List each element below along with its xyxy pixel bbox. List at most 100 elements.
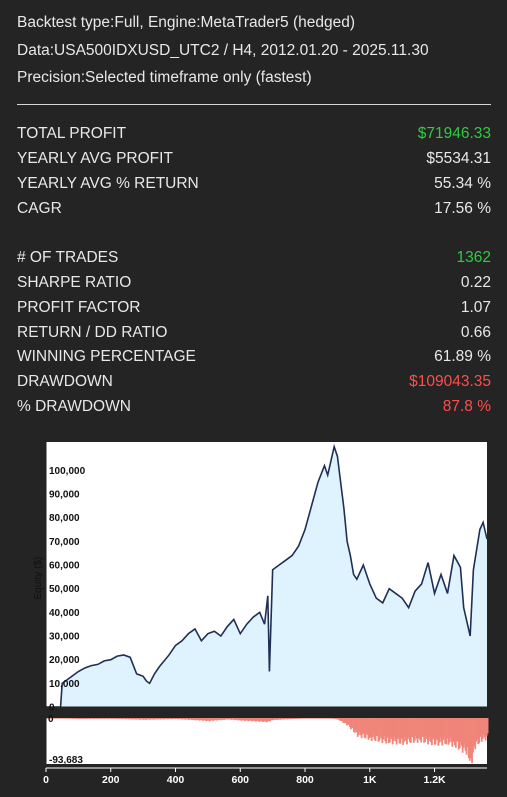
drawdown-bar (328, 718, 331, 719)
drawdown-bar (434, 718, 437, 745)
drawdown-bar (368, 718, 371, 739)
stat-value: $5534.31 (426, 150, 491, 167)
drawdown-bar (310, 718, 313, 719)
equity-drawdown-chart: 0 10,000 20,000 30,000 40,000 50,000 60,000 70,… (33, 442, 489, 786)
drawdown-bar (445, 718, 448, 745)
drawdown-bar (181, 718, 184, 720)
equity-line (46, 443, 488, 708)
drawdown-bar (235, 718, 237, 720)
drawdown-bar (173, 718, 176, 719)
drawdown-bar (256, 718, 259, 721)
drawdown-bar (207, 718, 210, 721)
drawdown-bar (266, 718, 268, 722)
stat-label: WINNING PERCENTAGE (17, 348, 196, 365)
drawdown-bar (292, 718, 294, 719)
drawdown-bar (319, 718, 322, 719)
drawdown-bar (212, 718, 215, 721)
backtest-type-line: Backtest type:Full, Engine:MetaTrader5 (… (17, 14, 356, 31)
drawdown-bar (471, 718, 473, 764)
drawdown-bar (362, 718, 365, 733)
drawdown-bar (93, 718, 96, 719)
drawdown-bar (196, 718, 199, 720)
drawdown-bar (346, 718, 348, 726)
drawdown-bar (324, 718, 327, 719)
drawdown-bar (418, 718, 421, 736)
drawdown-bar (424, 718, 426, 742)
drawdown-bar (454, 718, 457, 748)
drawdown-bar (327, 718, 330, 719)
drawdown-bar (430, 718, 432, 742)
drawdown-bar (475, 718, 478, 742)
drawdown-bar (215, 718, 218, 721)
drawdown-bar (94, 718, 97, 719)
drawdown-bar (376, 718, 379, 737)
drawdown-bar (409, 718, 412, 744)
drawdown-bar (229, 718, 232, 720)
drawdown-bar (91, 718, 93, 719)
header-divider (17, 104, 491, 105)
drawdown-bar (198, 718, 201, 721)
stat-label: DRAWDOWN (17, 373, 113, 390)
drawdown-bar (452, 718, 455, 742)
drawdown-bar (231, 718, 234, 720)
drawdown-bar (273, 718, 276, 720)
drawdown-bar (438, 718, 441, 743)
drawdown-bar (84, 718, 87, 719)
drawdown-bar (272, 718, 275, 721)
drawdown-bar (299, 718, 302, 719)
drawdown-bar (450, 718, 453, 742)
drawdown-bar (484, 718, 487, 741)
drawdown-bar (172, 718, 175, 719)
drawdown-bar (127, 718, 130, 720)
drawdown-bar (300, 718, 303, 719)
drawdown-bar (383, 718, 386, 736)
drawdown-bar (56, 718, 59, 719)
drawdown-bar (480, 718, 483, 742)
stat-label: RETURN / DD RATIO (17, 324, 168, 341)
drawdown-bar (280, 718, 283, 720)
stat-yearly-avg-profit: YEARLY AVG PROFIT $5534.31 (17, 150, 491, 172)
drawdown-bar (391, 718, 394, 745)
drawdown-bar (306, 718, 309, 719)
drawdown-bar (99, 718, 102, 719)
drawdown-bar (479, 718, 482, 737)
drawdown-bar (371, 718, 374, 737)
drawdown-bar (261, 718, 264, 722)
stat-winning-pct: WINNING PERCENTAGE 61.89 % (17, 348, 491, 370)
drawdown-bar (248, 718, 250, 722)
drawdown-bar (291, 718, 293, 719)
drawdown-bar (137, 718, 140, 720)
drawdown-bar (131, 718, 133, 720)
drawdown-bar (412, 718, 415, 743)
drawdown-bar (345, 718, 347, 724)
x-tick-label: 1.2K (423, 774, 446, 786)
drawdown-bar (321, 718, 324, 719)
stat-label: % DRAWDOWN (17, 398, 131, 415)
stat-value: 0.66 (460, 324, 491, 341)
drawdown-bar (214, 718, 217, 721)
drawdown-bar (138, 718, 141, 720)
drawdown-bar (282, 718, 285, 720)
drawdown-bar (123, 718, 126, 719)
drawdown-bar (255, 718, 258, 722)
equity-tick-label: 70,000 (49, 537, 80, 548)
drawdown-bar (420, 718, 423, 743)
drawdown-bar (96, 718, 99, 719)
drawdown-bar (200, 718, 203, 720)
drawdown-bar (92, 718, 95, 719)
drawdown-bar (66, 718, 69, 719)
drawdown-bar (415, 718, 418, 739)
drawdown-bar (249, 718, 251, 721)
equity-y-axis-label: Equity ($) (33, 557, 44, 600)
drawdown-bar (109, 718, 112, 719)
drawdown-bar (217, 718, 220, 720)
drawdown-bar (274, 718, 277, 720)
drawdown-bar (366, 718, 369, 735)
drawdown-bar (238, 718, 240, 721)
drawdown-bar (250, 718, 253, 722)
drawdown-bar (351, 718, 353, 728)
drawdown-bar (180, 718, 183, 720)
drawdown-bar (143, 718, 145, 720)
drawdown-bar (81, 718, 84, 719)
drawdown-bar (340, 718, 343, 721)
